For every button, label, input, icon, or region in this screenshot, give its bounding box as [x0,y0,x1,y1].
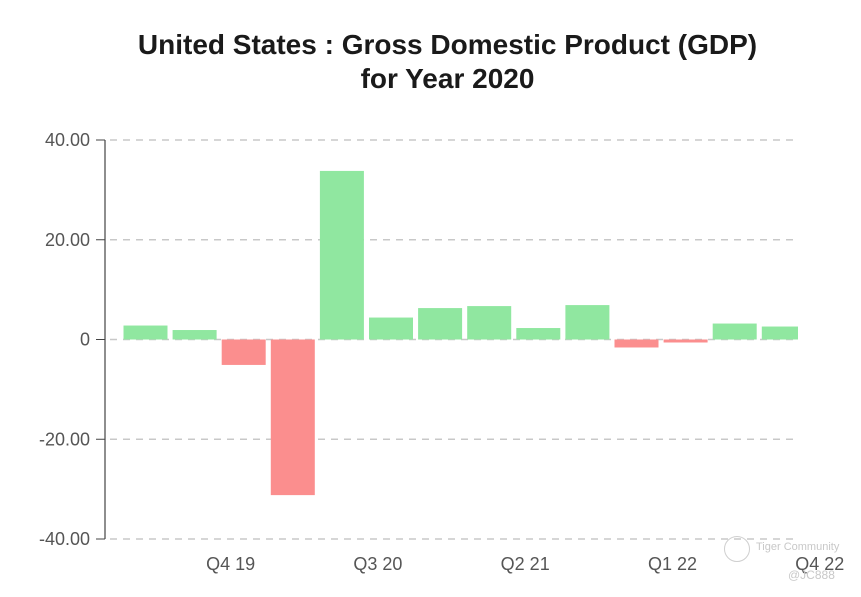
bar-q4-20 [369,317,413,340]
bar-q1-20 [221,339,266,365]
bar-q2-22 [663,339,708,343]
y-tick-label: 20.00 [45,230,90,250]
y-tick-label: -20.00 [39,429,90,449]
y-tick-label: 40.00 [45,130,90,150]
bar-q3-19 [123,325,168,340]
bar-q4-19 [172,330,217,340]
chart-title-line-2: for Year 2020 [360,63,535,94]
bar-q3-20 [319,170,364,340]
y-tick-label: -40.00 [39,529,90,549]
watermark-handle: @JC888 [788,568,835,582]
bar-q4-22 [761,326,798,340]
bar-q1-21 [418,308,463,340]
bar-q2-20 [270,339,315,496]
x-tick-label: Q2 21 [501,554,550,574]
bar-q4-21 [565,305,610,340]
axes [96,139,106,540]
x-tick-label: Q4 19 [206,554,255,574]
x-tick-label: Q3 20 [353,554,402,574]
x-tick-label: Q1 22 [648,554,697,574]
chart-title-line-1: United States : Gross Domestic Product (… [137,29,758,60]
tiger-logo-icon [724,536,750,562]
bar-q2-21 [467,306,512,340]
bars [123,170,798,496]
bar-q3-21 [516,328,561,340]
y-tick-label: 0 [80,330,90,350]
tick-labels: 40.00 20.00 0 -20.00 -40.00 Q4 19 Q3 20 Q2 21 Q1… [39,130,844,574]
bar-q1-22 [614,339,659,348]
chart-title: United States : Gross Domestic Product (… [0,28,861,96]
bar-q3-22 [712,323,757,340]
watermark-brand: Tiger Community [756,541,840,553]
x-tick-label: Q4 22 [795,554,844,574]
